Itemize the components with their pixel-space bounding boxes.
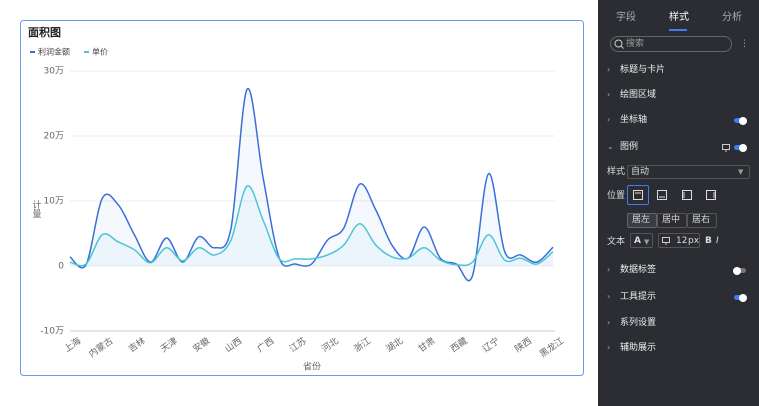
section-label[interactable]: 绘图区域: [620, 90, 657, 100]
search-box[interactable]: [610, 36, 732, 52]
chevron[interactable]: ›: [607, 65, 611, 74]
area-fill: [70, 88, 553, 281]
chevron[interactable]: ›: [607, 90, 611, 99]
toggle[interactable]: [734, 293, 747, 302]
align-button[interactable]: [687, 213, 717, 228]
section-label[interactable]: 工具提示: [620, 292, 657, 302]
position-icon[interactable]: [706, 190, 716, 200]
position-icon[interactable]: [682, 190, 692, 200]
area-line: [69, 185, 554, 267]
more-icon[interactable]: ⋮: [740, 39, 749, 49]
chevron[interactable]: ›: [607, 343, 611, 352]
font-value: A: [634, 236, 641, 246]
legend-style-value: 自动: [631, 167, 650, 177]
legend-label: 利润金额: [38, 47, 70, 57]
chart: 面积图 省份 计量 -10万010万20万30万上海 内蒙古 吉林 天津 安徽 山西 广西江…: [20, 20, 584, 376]
y-tick-label: 0: [58, 262, 64, 272]
dropdown-arrow: ▼: [738, 168, 744, 176]
section-label[interactable]: 标题与卡片: [620, 65, 666, 75]
search-icon: [614, 39, 624, 49]
italic-button[interactable]: I: [716, 236, 719, 246]
y-tick-label: 20万: [44, 132, 64, 142]
position-icon[interactable]: [657, 190, 667, 200]
chevron[interactable]: ›: [607, 115, 611, 124]
search-placeholder: 搜索: [626, 39, 645, 49]
legend-style-select[interactable]: [627, 165, 750, 179]
section-label[interactable]: 图例: [620, 142, 639, 152]
chevron[interactable]: ›: [607, 265, 611, 274]
legend-position-label: 位置: [607, 191, 626, 201]
align-label: 居右: [692, 215, 711, 225]
x-axis-label: 省份: [303, 361, 321, 373]
y-tick-label: -10万: [40, 327, 64, 337]
align-label: 居左: [632, 215, 651, 225]
font-size-value: 12: [676, 236, 688, 246]
tab[interactable]: 分析: [722, 12, 742, 23]
bold-button[interactable]: B: [705, 236, 712, 246]
y-tick-label: 10万: [44, 197, 64, 207]
y-axis-label: 计量: [31, 199, 42, 218]
settings-panel: 字段 样式 分析 搜索 ⋮ › 标题与卡片 › 绘图区域 › 坐标轴 ⌄ 图例 › 数据标签 › 工具…: [598, 0, 759, 406]
area-fill: [70, 185, 553, 266]
font-select[interactable]: [630, 233, 653, 248]
section-label[interactable]: 数据标签: [620, 265, 657, 275]
dropdown-arrow: ▼: [644, 238, 650, 246]
area-line: [69, 88, 554, 282]
monitor-icon: [662, 237, 670, 245]
align-label: 居中: [662, 215, 681, 225]
toggle[interactable]: [733, 266, 746, 275]
tab-underline: [669, 29, 687, 31]
align-button[interactable]: [657, 213, 687, 228]
chart-title: 面积图: [28, 25, 61, 39]
legend-text-label: 文本: [607, 237, 626, 247]
font-size-unit: px: [688, 236, 700, 246]
tab-active[interactable]: 样式: [669, 12, 689, 23]
section-label[interactable]: 坐标轴: [620, 115, 648, 125]
chart-card: [20, 20, 584, 376]
legend-label: 单价: [92, 47, 108, 57]
font-size-input[interactable]: [658, 233, 700, 248]
chevron[interactable]: ›: [607, 318, 611, 327]
position-icon: [633, 190, 643, 200]
y-tick-label: 30万: [44, 67, 64, 77]
align-button[interactable]: [627, 213, 657, 228]
chevron[interactable]: ⌄: [607, 142, 614, 151]
toggle[interactable]: [734, 116, 747, 125]
legend-style-label: 样式: [607, 167, 626, 177]
chevron[interactable]: ›: [607, 292, 611, 301]
section-label[interactable]: 辅助展示: [620, 343, 657, 353]
section-label[interactable]: 系列设置: [620, 318, 657, 328]
monitor-icon: [722, 144, 730, 152]
position-top[interactable]: [627, 185, 649, 205]
toggle[interactable]: [734, 143, 747, 152]
tab[interactable]: 字段: [616, 12, 636, 23]
